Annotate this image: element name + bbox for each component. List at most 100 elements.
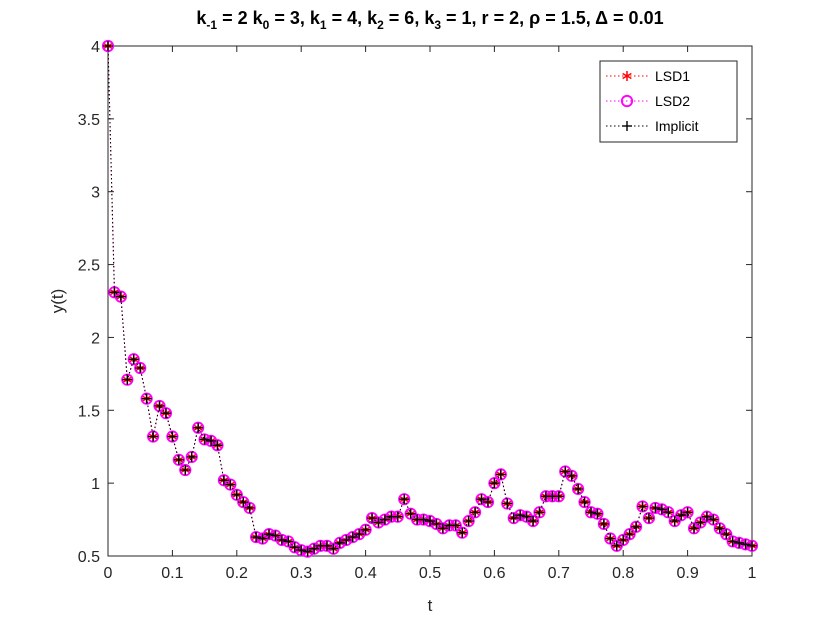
data-point-implicit bbox=[618, 534, 629, 545]
legend: LSD1 LSD2 Implicit bbox=[599, 60, 738, 143]
series-layer bbox=[101, 39, 759, 558]
legend-box bbox=[599, 60, 738, 143]
data-point-lsd2 bbox=[726, 535, 739, 548]
data-point-lsd2 bbox=[533, 506, 546, 519]
data-point-implicit bbox=[553, 491, 564, 502]
data-point-lsd2 bbox=[481, 495, 495, 509]
data-point-implicit bbox=[695, 517, 706, 528]
data-point-lsd2 bbox=[140, 392, 153, 405]
y-tick-label: 1 bbox=[91, 476, 100, 493]
data-point-lsd2 bbox=[295, 544, 308, 557]
data-point-lsd2 bbox=[172, 453, 185, 466]
data-point-lsd2 bbox=[333, 536, 346, 549]
legend-marker-lsd2 bbox=[620, 94, 634, 108]
data-point-lsd2 bbox=[243, 501, 256, 515]
data-point-implicit bbox=[367, 513, 378, 524]
data-point-lsd2 bbox=[649, 501, 662, 515]
data-point-implicit bbox=[515, 510, 526, 521]
data-point-lsd2 bbox=[301, 545, 314, 558]
data-point-implicit bbox=[231, 489, 242, 500]
data-point-lsd2 bbox=[192, 421, 205, 434]
data-point-implicit bbox=[257, 533, 268, 544]
data-point-implicit bbox=[206, 435, 217, 446]
title-symbol: k bbox=[253, 8, 264, 28]
data-point-implicit bbox=[605, 533, 616, 544]
data-point-implicit bbox=[135, 363, 146, 374]
data-point-lsd2 bbox=[526, 514, 540, 528]
y-tick-label: 3 bbox=[91, 185, 100, 202]
data-point-implicit bbox=[714, 523, 725, 534]
x-tick-label: 0.2 bbox=[226, 565, 248, 582]
data-point-lsd2 bbox=[604, 532, 617, 545]
data-point-implicit bbox=[470, 507, 481, 518]
data-point-lsd2 bbox=[591, 507, 604, 520]
data-point-implicit bbox=[463, 516, 474, 527]
data-point-implicit bbox=[734, 537, 745, 548]
data-point-lsd2 bbox=[114, 290, 127, 303]
x-tick-label: 0.8 bbox=[612, 565, 634, 582]
data-point-implicit bbox=[218, 475, 229, 486]
data-point-implicit bbox=[167, 431, 178, 442]
title-text-segment: = 6, bbox=[384, 8, 425, 28]
x-tick-label: 0.6 bbox=[483, 565, 505, 582]
data-point-implicit bbox=[721, 529, 732, 540]
title-subscript: 1 bbox=[320, 18, 327, 32]
x-axis: 0 0.1 0.2 0.3 0.4 0.5 0.6 0.7 0.8 0.9 1 bbox=[104, 46, 757, 582]
title-symbol: k bbox=[424, 8, 435, 28]
data-point-implicit bbox=[579, 497, 590, 508]
x-axis-label: t bbox=[428, 596, 433, 615]
data-point-implicit bbox=[199, 434, 210, 445]
data-point-lsd2 bbox=[398, 493, 411, 506]
data-point-implicit bbox=[450, 520, 461, 531]
data-point-implicit bbox=[270, 530, 281, 541]
data-point-implicit bbox=[244, 502, 255, 513]
data-point-implicit bbox=[663, 507, 674, 518]
data-point-implicit bbox=[347, 532, 358, 543]
title-symbol: k bbox=[196, 8, 207, 28]
data-point-lsd2 bbox=[700, 510, 714, 523]
data-point-implicit bbox=[534, 507, 545, 518]
data-point-lsd2 bbox=[720, 528, 733, 541]
data-point-implicit bbox=[302, 546, 313, 557]
data-point-implicit bbox=[560, 466, 571, 477]
x-tick-label: 0 bbox=[104, 565, 113, 582]
data-point-lsd2 bbox=[623, 528, 636, 541]
legend-label-implicit: Implicit bbox=[655, 118, 699, 134]
data-point-lsd2 bbox=[488, 477, 501, 490]
data-point-implicit bbox=[115, 291, 126, 302]
data-point-implicit bbox=[186, 451, 197, 462]
x-tick-label: 0.4 bbox=[354, 565, 376, 582]
data-point-implicit bbox=[592, 508, 603, 519]
data-point-implicit bbox=[682, 507, 693, 518]
data-point-implicit bbox=[656, 504, 667, 515]
data-point-implicit bbox=[212, 440, 223, 451]
data-point-lsd2 bbox=[745, 539, 759, 552]
chart-title: k-1 = 2 k0 = 3, k1 = 4, k2 = 6, k3 = 1, … bbox=[196, 8, 663, 32]
data-point-lsd2 bbox=[185, 450, 198, 464]
data-point-implicit bbox=[128, 354, 139, 365]
legend-marker-implicit bbox=[622, 121, 632, 131]
data-point-implicit bbox=[573, 483, 584, 494]
data-point-lsd2 bbox=[423, 514, 437, 528]
data-point-implicit bbox=[598, 518, 609, 529]
data-point-implicit bbox=[476, 494, 487, 505]
data-point-implicit bbox=[296, 545, 307, 556]
title-text-segment: = 1, r = 2, bbox=[441, 8, 529, 28]
x-tick-label: 0.1 bbox=[161, 565, 183, 582]
data-point-implicit bbox=[103, 41, 113, 51]
title-symbol: k bbox=[367, 8, 378, 28]
y-tick-label: 1.5 bbox=[78, 403, 100, 420]
data-point-implicit bbox=[148, 431, 159, 442]
data-point-implicit bbox=[566, 470, 577, 481]
data-point-implicit bbox=[521, 511, 532, 522]
data-point-implicit bbox=[611, 540, 622, 551]
title-text-segment: = 4, bbox=[327, 8, 368, 28]
title-text-segment: = 1.5, bbox=[540, 8, 595, 28]
y-axis: 0.5 1 1.5 2 2.5 3 3.5 4 bbox=[78, 39, 752, 566]
title-text-segment: = 0.01 bbox=[608, 8, 664, 28]
data-point-lsd2 bbox=[436, 522, 449, 535]
data-point-implicit bbox=[708, 514, 719, 525]
data-point-lsd2 bbox=[134, 361, 147, 375]
title-text-segment: = 3, bbox=[269, 8, 310, 28]
data-point-lsd2 bbox=[230, 488, 243, 501]
